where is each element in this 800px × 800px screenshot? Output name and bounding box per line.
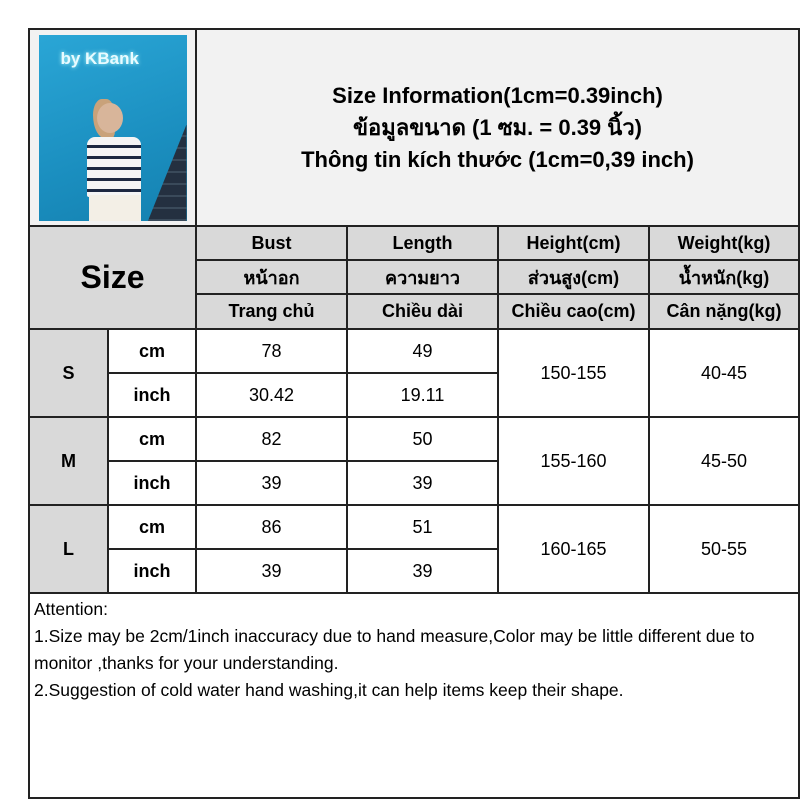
table-row: inch 39 39 bbox=[29, 548, 799, 594]
table-row: M cm 82 50 155-160 45-50 bbox=[28, 416, 800, 506]
unit-cm: cm bbox=[107, 328, 197, 374]
weight-range: 50-55 bbox=[648, 504, 800, 594]
length-inch: 19.11 bbox=[346, 372, 499, 418]
bust-cm: 86 bbox=[195, 504, 348, 550]
unit-cm: cm bbox=[107, 504, 197, 550]
table-row: inch 30.42 19.11 bbox=[29, 372, 799, 418]
table-row: S cm 78 49 150-155 40-45 bbox=[28, 328, 800, 418]
attention-note-2: 2.Suggestion of cold water hand washing,… bbox=[34, 680, 624, 700]
length-inch: 39 bbox=[346, 548, 499, 594]
header-bust-en: Bust bbox=[195, 225, 348, 261]
size-label: L bbox=[28, 504, 109, 594]
length-cm: 50 bbox=[346, 416, 499, 462]
header-weight-en: Weight(kg) bbox=[648, 225, 800, 261]
table-row: L cm 86 51 160-165 50-55 bbox=[28, 504, 800, 594]
product-photo-cell: by KBank bbox=[28, 28, 197, 227]
header-height-en: Height(cm) bbox=[497, 225, 650, 261]
weight-range: 45-50 bbox=[648, 416, 800, 506]
height-range: 150-155 bbox=[497, 328, 650, 418]
unit-inch: inch bbox=[107, 372, 197, 418]
header-length-vi: Chiều dài bbox=[346, 293, 499, 330]
bust-inch: 30.42 bbox=[195, 372, 348, 418]
weight-range: 40-45 bbox=[648, 328, 800, 418]
title-thai: ข้อมูลขนาด (1 ซม. = 0.39 นิ้ว) bbox=[352, 114, 642, 140]
attention-heading: Attention: bbox=[34, 599, 108, 619]
title-english: Size Information(1cm=0.39inch) bbox=[332, 82, 663, 108]
bust-cm: 78 bbox=[195, 328, 348, 374]
size-chart-table: by KBank Size Information(1cm=0.39inch) … bbox=[28, 28, 800, 799]
bust-cm: 82 bbox=[195, 416, 348, 462]
height-range: 155-160 bbox=[497, 416, 650, 506]
unit-cm: cm bbox=[107, 416, 197, 462]
photo-brand-text: by KBank bbox=[60, 48, 139, 68]
header-height-vi: Chiều cao(cm) bbox=[497, 293, 650, 330]
header-height-th: ส่วนสูง(cm) bbox=[497, 259, 650, 295]
length-cm: 51 bbox=[346, 504, 499, 550]
header-weight-th: น้ำหนัก(kg) bbox=[648, 259, 800, 295]
unit-inch: inch bbox=[107, 460, 197, 506]
header-length-en: Length bbox=[346, 225, 499, 261]
title-vietnamese: Thông tin kích thước (1cm=0,39 inch) bbox=[301, 146, 694, 172]
table-row: inch 39 39 bbox=[29, 460, 799, 506]
height-range: 160-165 bbox=[497, 504, 650, 594]
unit-inch: inch bbox=[107, 548, 197, 594]
attention-notes: Attention: 1.Size may be 2cm/1inch inacc… bbox=[28, 592, 800, 799]
header-length-th: ความยาว bbox=[346, 259, 499, 295]
length-inch: 39 bbox=[346, 460, 499, 506]
bust-inch: 39 bbox=[195, 460, 348, 506]
length-cm: 49 bbox=[346, 328, 499, 374]
attention-note-1: 1.Size may be 2cm/1inch inaccuracy due t… bbox=[34, 626, 755, 673]
size-header: Size bbox=[28, 225, 197, 330]
bust-inch: 39 bbox=[195, 548, 348, 594]
header-weight-vi: Cân nặng(kg) bbox=[648, 293, 800, 330]
header-bust-vi: Trang chủ bbox=[195, 293, 348, 330]
header-bust-th: หน้าอก bbox=[195, 259, 348, 295]
size-label: S bbox=[28, 328, 109, 418]
size-label: M bbox=[28, 416, 109, 506]
product-photo: by KBank bbox=[38, 34, 187, 221]
size-information-title: Size Information(1cm=0.39inch) ข้อมูลขนา… bbox=[195, 28, 800, 227]
